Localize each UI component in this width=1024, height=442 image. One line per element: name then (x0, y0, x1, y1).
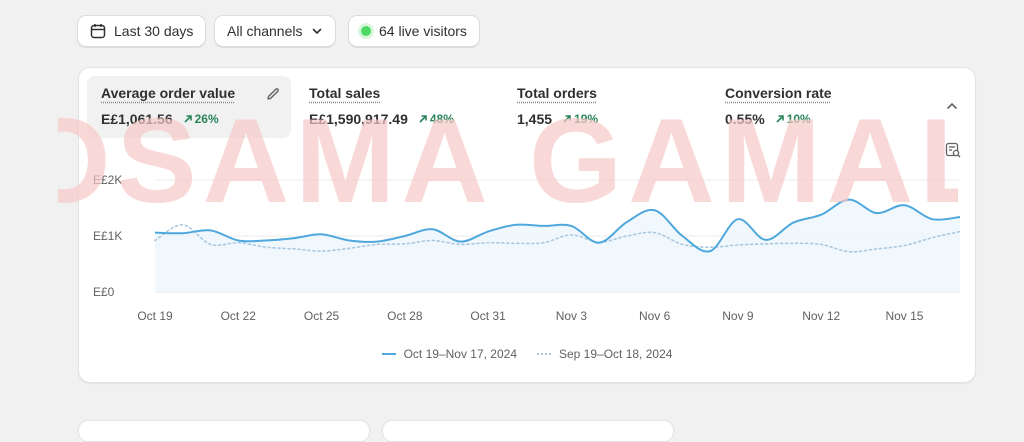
calendar-icon (90, 23, 106, 39)
x-tick-label: Oct 19 (137, 309, 173, 323)
y-tick-label: E£0 (93, 285, 115, 299)
channels-label: All channels (227, 23, 303, 39)
legend-label-current: Oct 19–Nov 17, 2024 (404, 347, 517, 361)
live-visitors-label: 64 live visitors (379, 23, 467, 39)
y-tick-label: E£1K (93, 229, 122, 243)
series-current-area (155, 200, 960, 292)
date-range-button[interactable]: Last 30 days (77, 15, 206, 47)
line-chart: E£0 E£1K E£2K Oct 19 Oct 22 Oct 25 Oct 28 Oct 3… (79, 68, 975, 338)
x-tick-label: Nov 12 (802, 309, 840, 323)
legend-swatch-solid (382, 353, 396, 355)
date-range-label: Last 30 days (114, 23, 193, 39)
metrics-chart-card: Average order value E£1,061.56 26% Total… (78, 67, 976, 383)
x-tick-label: Oct 22 (221, 309, 257, 323)
x-tick-label: Oct 25 (304, 309, 340, 323)
x-tick-label: Nov 9 (722, 309, 754, 323)
legend-label-previous: Sep 19–Oct 18, 2024 (559, 347, 672, 361)
live-indicator-icon (361, 26, 371, 36)
live-visitors-button[interactable]: 64 live visitors (348, 15, 480, 47)
x-tick-label: Oct 28 (387, 309, 423, 323)
channels-dropdown[interactable]: All channels (214, 15, 336, 47)
legend-item-current: Oct 19–Nov 17, 2024 (382, 347, 517, 361)
chart-legend: Oct 19–Nov 17, 2024 Sep 19–Oct 18, 2024 (79, 347, 975, 361)
chevron-down-icon (311, 25, 323, 37)
next-card-left (78, 420, 370, 442)
next-card-right (382, 420, 674, 442)
legend-item-previous: Sep 19–Oct 18, 2024 (537, 347, 672, 361)
y-tick-label: E£2K (93, 173, 122, 187)
x-tick-label: Oct 31 (470, 309, 506, 323)
x-tick-label: Nov 6 (639, 309, 671, 323)
x-tick-label: Nov 15 (885, 309, 923, 323)
x-tick-label: Nov 3 (556, 309, 588, 323)
legend-swatch-dotted (537, 353, 551, 355)
